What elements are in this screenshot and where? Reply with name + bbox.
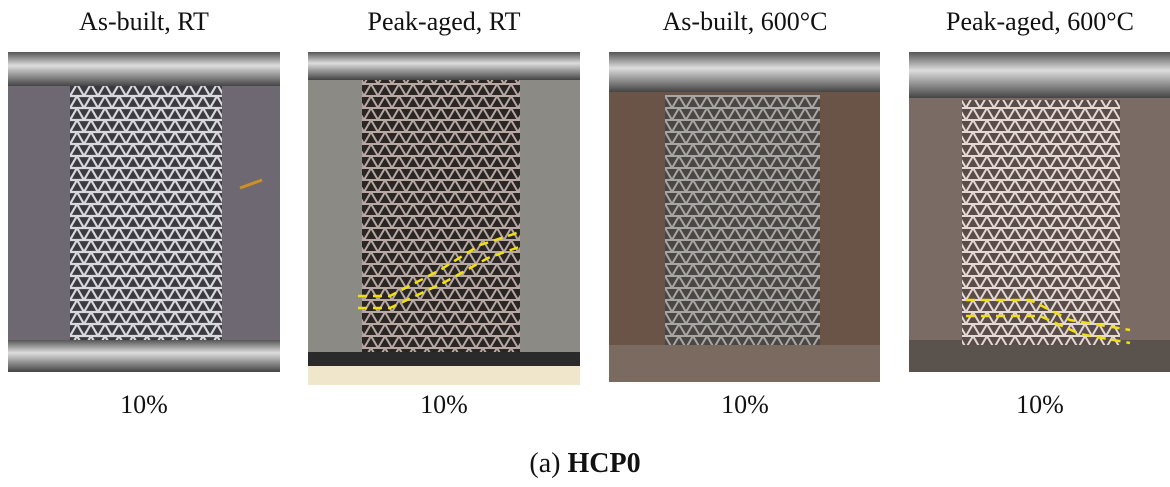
photo <box>308 52 580 385</box>
strain-label: 10% <box>420 390 468 419</box>
photo <box>8 52 280 372</box>
panel-title: As-built, 600°C <box>663 7 828 36</box>
panel-title: Peak-aged, RT <box>368 7 521 36</box>
photo <box>909 52 1170 372</box>
caption-name: HCP0 <box>567 448 640 479</box>
photo <box>609 52 880 382</box>
strain-label: 10% <box>1016 390 1064 419</box>
panel-title: Peak-aged, 600°C <box>946 7 1134 36</box>
strain-label: 10% <box>721 390 769 419</box>
panel-title: As-built, RT <box>79 7 209 36</box>
strain-label: 10% <box>120 390 168 419</box>
caption-label: (a) <box>529 448 560 479</box>
figure: As-built, RT Peak-aged, RT As-built, 600… <box>0 0 1170 487</box>
caption: (a) HCP0 <box>529 448 640 479</box>
